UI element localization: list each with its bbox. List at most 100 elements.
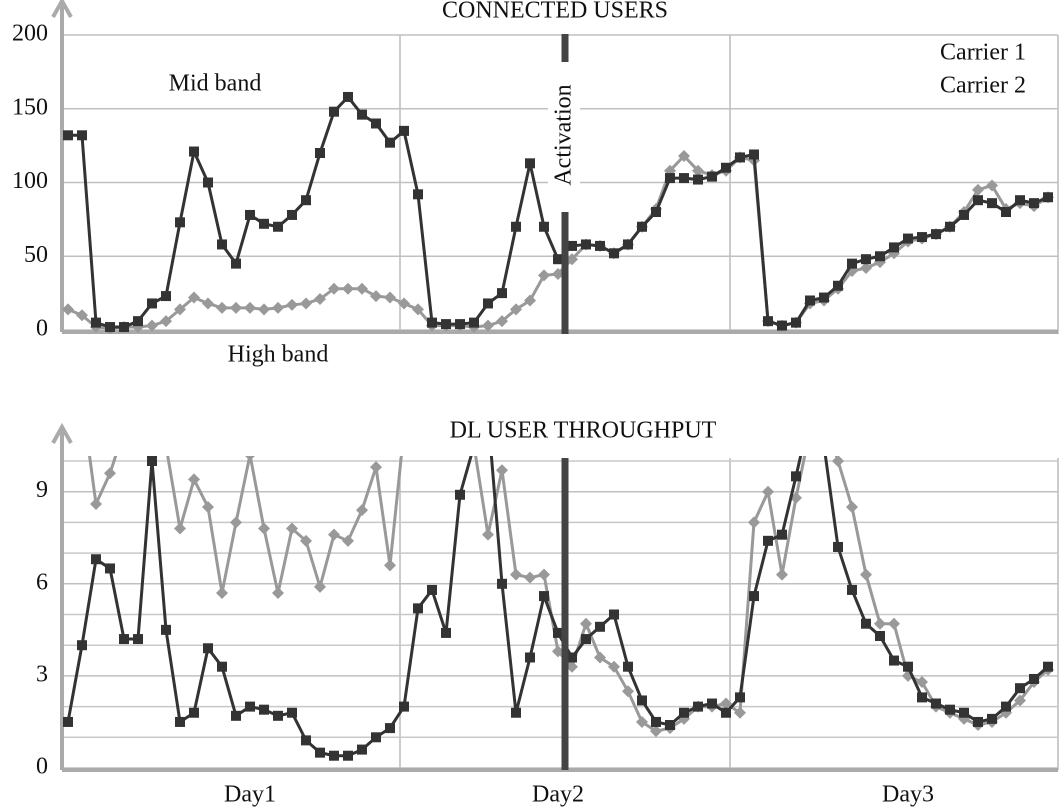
marker bbox=[847, 258, 857, 269]
marker bbox=[538, 269, 550, 282]
marker bbox=[679, 707, 689, 718]
marker bbox=[357, 109, 367, 120]
marker bbox=[343, 750, 353, 761]
marker bbox=[188, 291, 200, 304]
marker bbox=[76, 394, 88, 406]
marker bbox=[875, 630, 885, 641]
annotation: Mid band bbox=[169, 71, 262, 97]
marker bbox=[833, 280, 843, 291]
marker bbox=[202, 297, 214, 310]
marker bbox=[217, 239, 227, 250]
marker bbox=[749, 591, 759, 602]
marker bbox=[1043, 661, 1053, 672]
marker bbox=[539, 591, 549, 602]
marker bbox=[370, 290, 382, 303]
marker bbox=[734, 706, 746, 719]
marker bbox=[245, 209, 255, 220]
marker bbox=[202, 501, 214, 514]
marker bbox=[272, 587, 284, 600]
y-tick-label: 9 bbox=[36, 477, 48, 503]
marker bbox=[553, 627, 563, 638]
marker bbox=[931, 229, 941, 240]
marker bbox=[917, 232, 927, 243]
plots: 0 50 100 150 200 Carrier 1 Carrier 2 0 3 6 9 Day1 Da… bbox=[12, 0, 1058, 808]
marker bbox=[581, 239, 591, 250]
marker bbox=[622, 685, 634, 698]
marker bbox=[440, 394, 452, 406]
marker bbox=[917, 692, 927, 703]
marker bbox=[707, 171, 717, 182]
marker bbox=[511, 221, 521, 232]
marker bbox=[497, 288, 507, 299]
y-tick-label: 100 bbox=[12, 168, 48, 194]
marker bbox=[623, 239, 633, 250]
y-tick-label: 6 bbox=[36, 569, 48, 595]
marker bbox=[300, 534, 312, 547]
marker bbox=[987, 713, 997, 724]
marker bbox=[735, 692, 745, 703]
marker bbox=[385, 723, 395, 734]
marker bbox=[384, 291, 396, 304]
annotation: High band bbox=[228, 342, 329, 368]
marker bbox=[188, 473, 200, 486]
marker bbox=[1001, 207, 1011, 217]
marker bbox=[398, 297, 410, 310]
marker bbox=[104, 467, 116, 480]
marker bbox=[426, 394, 438, 406]
y-tick-label: 0 bbox=[36, 754, 48, 780]
y-tick-label: 50 bbox=[24, 242, 48, 268]
marker bbox=[371, 118, 381, 129]
marker bbox=[105, 563, 115, 574]
marker bbox=[259, 218, 269, 229]
legend-label: Carrier 1 bbox=[940, 40, 1026, 66]
x-tick-label: Day1 bbox=[224, 782, 276, 808]
marker bbox=[76, 309, 88, 322]
marker bbox=[259, 704, 269, 715]
marker bbox=[567, 240, 577, 251]
marker bbox=[258, 522, 270, 535]
marker bbox=[720, 697, 732, 710]
marker bbox=[91, 554, 101, 565]
marker bbox=[314, 580, 326, 593]
marker bbox=[133, 634, 143, 645]
marker bbox=[833, 541, 843, 552]
marker bbox=[189, 146, 199, 157]
marker bbox=[119, 634, 129, 645]
marker bbox=[693, 174, 703, 185]
marker bbox=[342, 282, 354, 295]
marker bbox=[665, 720, 675, 731]
marker bbox=[510, 568, 522, 581]
marker bbox=[329, 106, 339, 117]
marker bbox=[777, 320, 787, 331]
y-tick-label: 200 bbox=[12, 21, 48, 47]
marker bbox=[552, 645, 564, 658]
marker bbox=[1015, 195, 1025, 206]
marker bbox=[286, 298, 298, 311]
marker bbox=[328, 528, 340, 541]
marker bbox=[945, 704, 955, 715]
marker bbox=[244, 301, 256, 314]
series-layer bbox=[63, 394, 1054, 761]
marker bbox=[609, 248, 619, 259]
marker bbox=[846, 501, 858, 514]
marker bbox=[888, 617, 900, 630]
marker bbox=[511, 707, 521, 718]
marker bbox=[931, 698, 941, 709]
marker bbox=[273, 221, 283, 232]
marker bbox=[510, 303, 522, 316]
marker bbox=[693, 701, 703, 712]
marker bbox=[538, 568, 550, 581]
marker bbox=[986, 179, 998, 192]
marker bbox=[748, 516, 760, 529]
marker bbox=[63, 716, 73, 727]
marker bbox=[412, 303, 424, 316]
marker bbox=[945, 221, 955, 232]
marker bbox=[861, 254, 871, 265]
marker bbox=[370, 461, 382, 474]
marker bbox=[860, 262, 872, 275]
marker bbox=[287, 209, 297, 220]
marker bbox=[524, 294, 536, 307]
marker bbox=[889, 242, 899, 253]
marker bbox=[203, 177, 213, 188]
marker bbox=[483, 298, 493, 309]
